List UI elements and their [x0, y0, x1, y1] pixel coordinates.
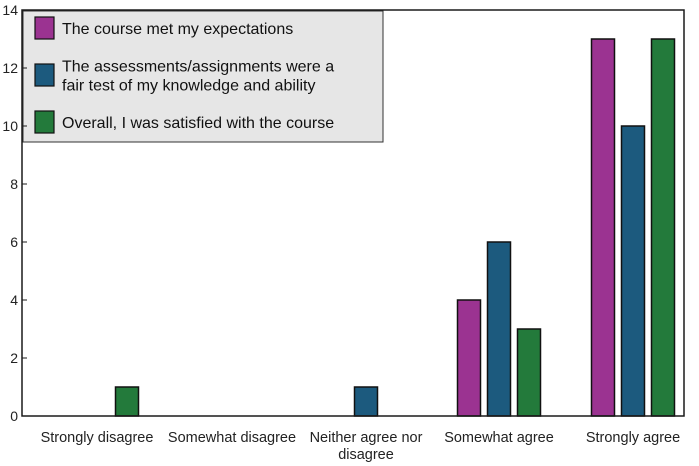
bar: [650, 38, 676, 417]
x-category-label-line: Strongly agree: [586, 430, 680, 446]
x-category-label-line: Somewhat agree: [444, 430, 554, 446]
y-tick-label: 8: [10, 176, 18, 192]
y-tick-label: 12: [2, 60, 18, 76]
legend-label-line: Overall, I was satisfied with the course: [62, 115, 334, 132]
bar: [516, 328, 542, 417]
legend-swatch: [34, 16, 55, 40]
x-category-label: Neither agree nor disagree: [310, 430, 423, 463]
legend-swatch: [34, 110, 55, 134]
bar: [590, 38, 616, 417]
legend-label: The course met my expectations: [62, 21, 293, 38]
x-axis: Strongly disagree Somewhat disagree Neithe…: [41, 430, 681, 463]
y-tick-label: 4: [10, 292, 18, 308]
bar: [620, 125, 646, 417]
y-tick-label: 14: [2, 2, 18, 18]
legend-label: Overall, I was satisfied with the course: [62, 115, 334, 132]
legend-box: [22, 10, 384, 143]
legend-label: The assessments/assignments were a fair t…: [62, 59, 334, 95]
x-category-label: Somewhat disagree: [168, 430, 296, 446]
y-tick-label: 10: [2, 118, 18, 134]
bar: [353, 386, 379, 417]
legend-label-line: The course met my expectations: [62, 21, 293, 38]
x-category-label-line: disagree: [338, 447, 394, 463]
x-category-label-line: Somewhat disagree: [168, 430, 296, 446]
legend-label-line: fair test of my knowledge and ability: [62, 78, 315, 95]
x-category-label: Strongly agree: [586, 430, 680, 446]
bars: [114, 38, 676, 417]
x-category-label-line: Strongly disagree: [41, 430, 154, 446]
x-category-label-line: Neither agree nor: [310, 430, 423, 446]
legend-swatch: [34, 63, 55, 87]
y-axis: 0 2 4 6 8 10 12 14: [2, 2, 27, 424]
bar: [114, 386, 140, 417]
x-category-label: Strongly disagree: [41, 430, 154, 446]
legend: The course met my expectations The assess…: [22, 10, 384, 143]
plot-frame: [21, 9, 685, 417]
bar: [456, 299, 482, 417]
y-tick-label: 2: [10, 350, 18, 366]
y-tick-label: 6: [10, 234, 18, 250]
y-tick-label: 0: [10, 408, 18, 424]
legend-label-line: The assessments/assignments were a: [62, 59, 334, 76]
x-category-label: Somewhat agree: [444, 430, 554, 446]
bar: [486, 241, 512, 417]
